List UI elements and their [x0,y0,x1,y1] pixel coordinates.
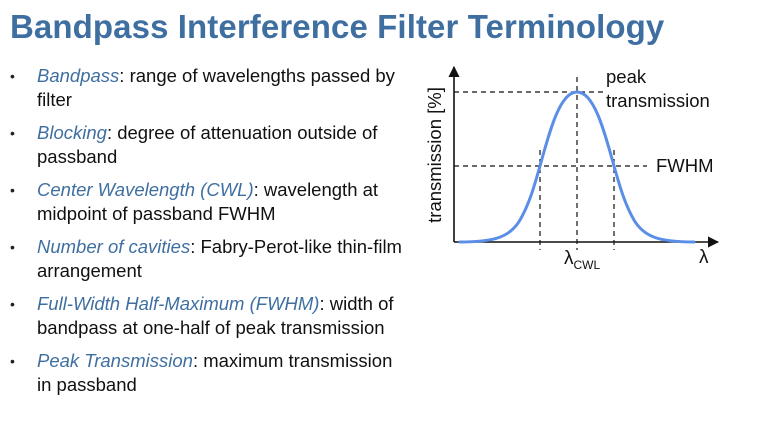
x-axis-label: λ [699,247,709,268]
bullet-list: • Bandpass: range of wavelengths passed … [10,64,410,406]
fwhm-label: FWHM [656,155,714,176]
bullet-term: Center Wavelength (CWL) [37,179,254,200]
bullet-term: Blocking [37,122,107,143]
bullet-term: Bandpass [37,65,120,86]
cwl-label: λCWL [564,248,600,272]
bullet-description: : Fabry-Perot-like thin-film arrangement [37,236,402,281]
slide-title: Bandpass Interference Filter Terminology [10,8,665,45]
bullet-term: Full-Width Half-Maximum (FWHM) [37,293,320,314]
bullet-description: : width of bandpass at one-half of peak … [37,293,394,338]
bullet-item-fwhm: • Full-Width Half-Maximum (FWHM): width … [10,292,410,340]
cwl-symbol: λ [564,248,574,269]
bullet-item-center-wavelength: • Center Wavelength (CWL): wavelength at… [10,178,410,226]
bullet-item-bandpass: • Bandpass: range of wavelengths passed … [10,64,410,112]
bullet-dot-icon: • [10,182,15,198]
bullet-term: Peak Transmission [37,350,193,371]
peak-label-line1: peak [606,66,647,87]
bullet-item-peak-transmission: • Peak Transmission: maximum transmissio… [10,349,410,397]
bandpass-diagram: transmission [%] λ peak transmission FWH… [424,65,720,272]
bullet-description: : wavelength at midpoint of passband FWH… [37,179,379,224]
bullet-description: : range of wavelengths passed by filter [37,65,395,110]
bullet-dot-icon: • [10,353,15,369]
peak-label-line2: transmission [606,90,710,111]
bullet-dot-icon: • [10,239,15,255]
bullet-dot-icon: • [10,296,15,312]
bullet-item-number-of-cavities: • Number of cavities: Fabry-Perot-like t… [10,235,410,283]
bullet-dot-icon: • [10,68,15,84]
bullet-item-blocking: • Blocking: degree of attenuation outsid… [10,121,410,169]
cwl-subscript: CWL [574,258,601,272]
bullet-description: : maximum transmission in passband [37,350,393,395]
bullet-dot-icon: • [10,125,15,141]
bullet-description: : degree of attenuation outside of passb… [37,122,378,167]
transmission-curve [458,90,696,244]
bullet-term: Number of cavities [37,236,191,257]
y-axis-label: transmission [%] [424,87,445,223]
